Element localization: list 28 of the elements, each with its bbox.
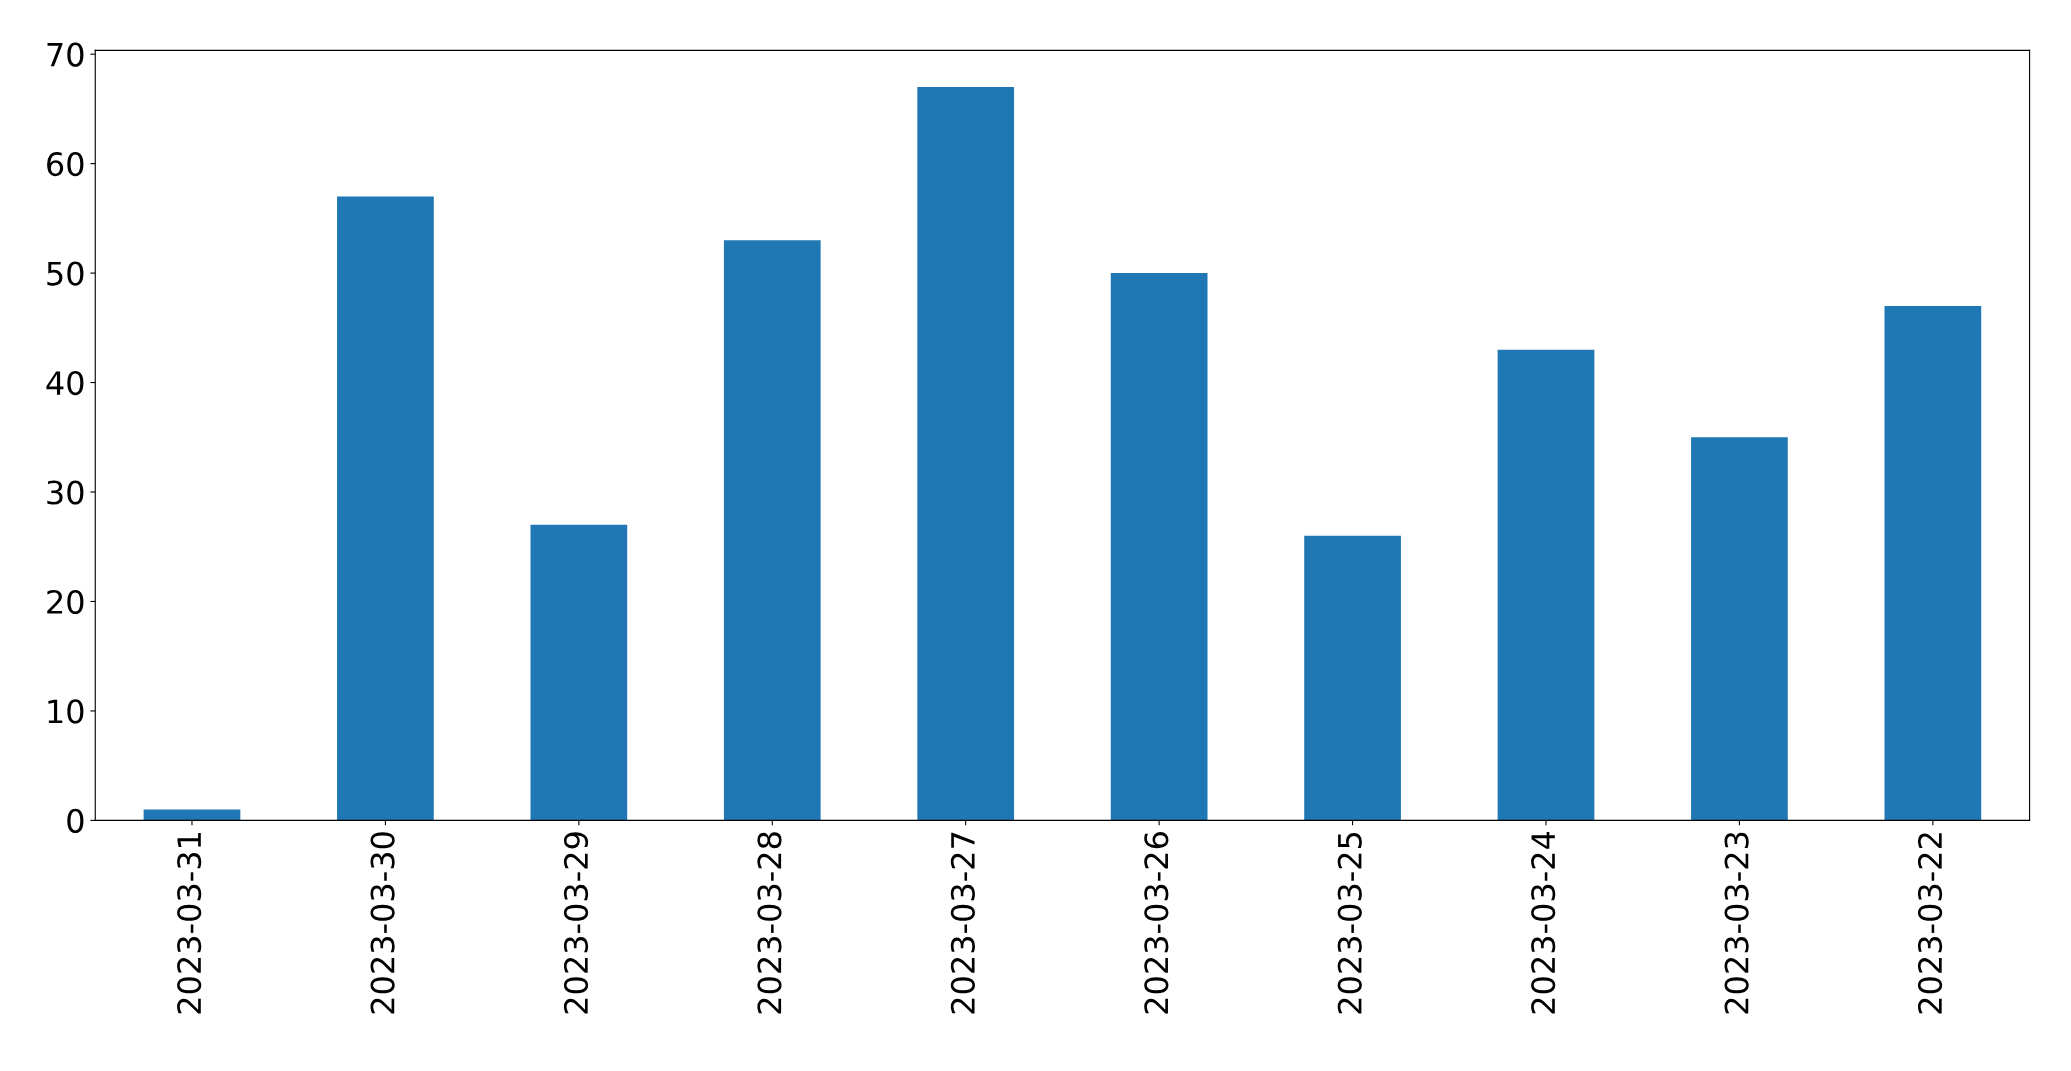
y-tick-label: 30 <box>47 480 84 505</box>
y-tick-label: 10 <box>48 699 84 724</box>
x-tick-label: 2023-03-23 <box>1724 832 1749 1014</box>
x-tick-label: 2023-03-25 <box>1337 832 1362 1014</box>
x-tick-label: 2023-03-31 <box>177 833 202 1014</box>
bar <box>1110 273 1208 821</box>
bar <box>530 524 628 821</box>
bar <box>1691 437 1788 821</box>
x-tick-label: 2023-03-27 <box>950 832 975 1014</box>
x-tick-label: 2023-03-29 <box>563 832 589 1014</box>
y-tick-label: 50 <box>47 261 84 286</box>
y-tick-label: 60 <box>47 152 84 177</box>
bar <box>917 87 1015 821</box>
x-tick-label: 2023-03-24 <box>1531 831 1556 1014</box>
bar <box>143 809 241 821</box>
bar <box>337 196 434 821</box>
y-tick-label: 70 <box>47 42 84 67</box>
bar <box>1304 535 1401 821</box>
x-tick-label: 2023-03-22 <box>1917 833 1943 1014</box>
y-tick-label: 40 <box>46 370 84 396</box>
bar <box>1884 305 1982 821</box>
bar <box>723 240 821 821</box>
y-tick-label: 20 <box>47 589 84 615</box>
bar <box>1497 349 1595 821</box>
y-tick-label: 0 <box>67 808 84 833</box>
x-tick-label: 2023-03-30 <box>370 832 395 1014</box>
x-tick-label: 2023-03-26 <box>1144 832 1169 1014</box>
x-tick-label: 2023-03-28 <box>757 832 782 1014</box>
